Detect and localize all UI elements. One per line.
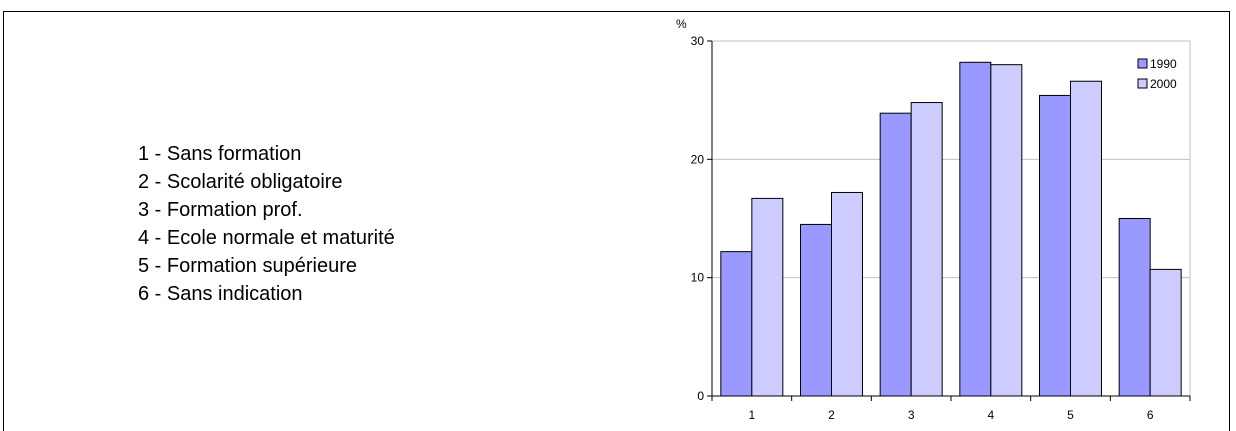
y-tick-label-10: 10 [691, 271, 705, 285]
x-tick-label-6: 6 [1147, 408, 1154, 421]
category-key-list: 1 - Sans formation 2 - Scolarité obligat… [138, 140, 395, 308]
x-tick-label-3: 3 [908, 408, 915, 421]
bar-1990-5 [1039, 94, 1071, 397]
bar-chart: 0 10 20 30% 1 2 3 4 5 6 1990 2000 [676, 17, 1191, 421]
legend-label-1990: 1990 [1150, 57, 1177, 71]
axes: 0 10 20 30% 1 2 3 4 5 6 [676, 17, 1191, 421]
bars [720, 61, 1182, 397]
y-axis-unit-label: % [676, 17, 687, 31]
bar-2000-3 [910, 102, 943, 397]
x-tick-label-4: 4 [987, 408, 994, 421]
bar-1990-1 [720, 251, 753, 397]
x-tick-label-5: 5 [1067, 408, 1074, 421]
bar-1990-2 [800, 223, 832, 397]
category-key-item-4: 4 - Ecole normale et maturité [138, 227, 395, 249]
gridlines [712, 40, 1191, 396]
legend-label-2000: 2000 [1150, 77, 1177, 91]
category-key-item-6: 6 - Sans indication [138, 283, 303, 305]
bar-2000-6 [1149, 268, 1182, 397]
category-key-item-1: 1 - Sans formation [138, 143, 302, 165]
y-tick-label-30: 30 [691, 34, 705, 48]
y-tick-label-20: 20 [691, 152, 705, 166]
legend-swatch-2000 [1137, 78, 1148, 89]
legend-swatch-1990 [1137, 58, 1148, 69]
x-tick-label-1: 1 [748, 408, 755, 421]
bar-2000-4 [990, 64, 1023, 397]
category-key-item-2: 2 - Scolarité obligatoire [138, 171, 343, 193]
y-tick-label-0: 0 [697, 389, 704, 403]
bar-2000-2 [831, 191, 863, 397]
bar-2000-5 [1070, 80, 1102, 397]
bar-2000-1 [751, 197, 784, 397]
x-tick-label-2: 2 [828, 408, 835, 421]
figure-frame [3, 11, 1230, 431]
category-key-item-3: 3 - Formation prof. [138, 199, 303, 221]
bar-1990-4 [959, 61, 992, 397]
bar-1990-6 [1118, 218, 1151, 397]
chart-legend: 1990 2000 [1137, 57, 1177, 91]
bar-1990-3 [879, 112, 912, 397]
category-key-item-5: 5 - Formation supérieure [138, 255, 357, 277]
